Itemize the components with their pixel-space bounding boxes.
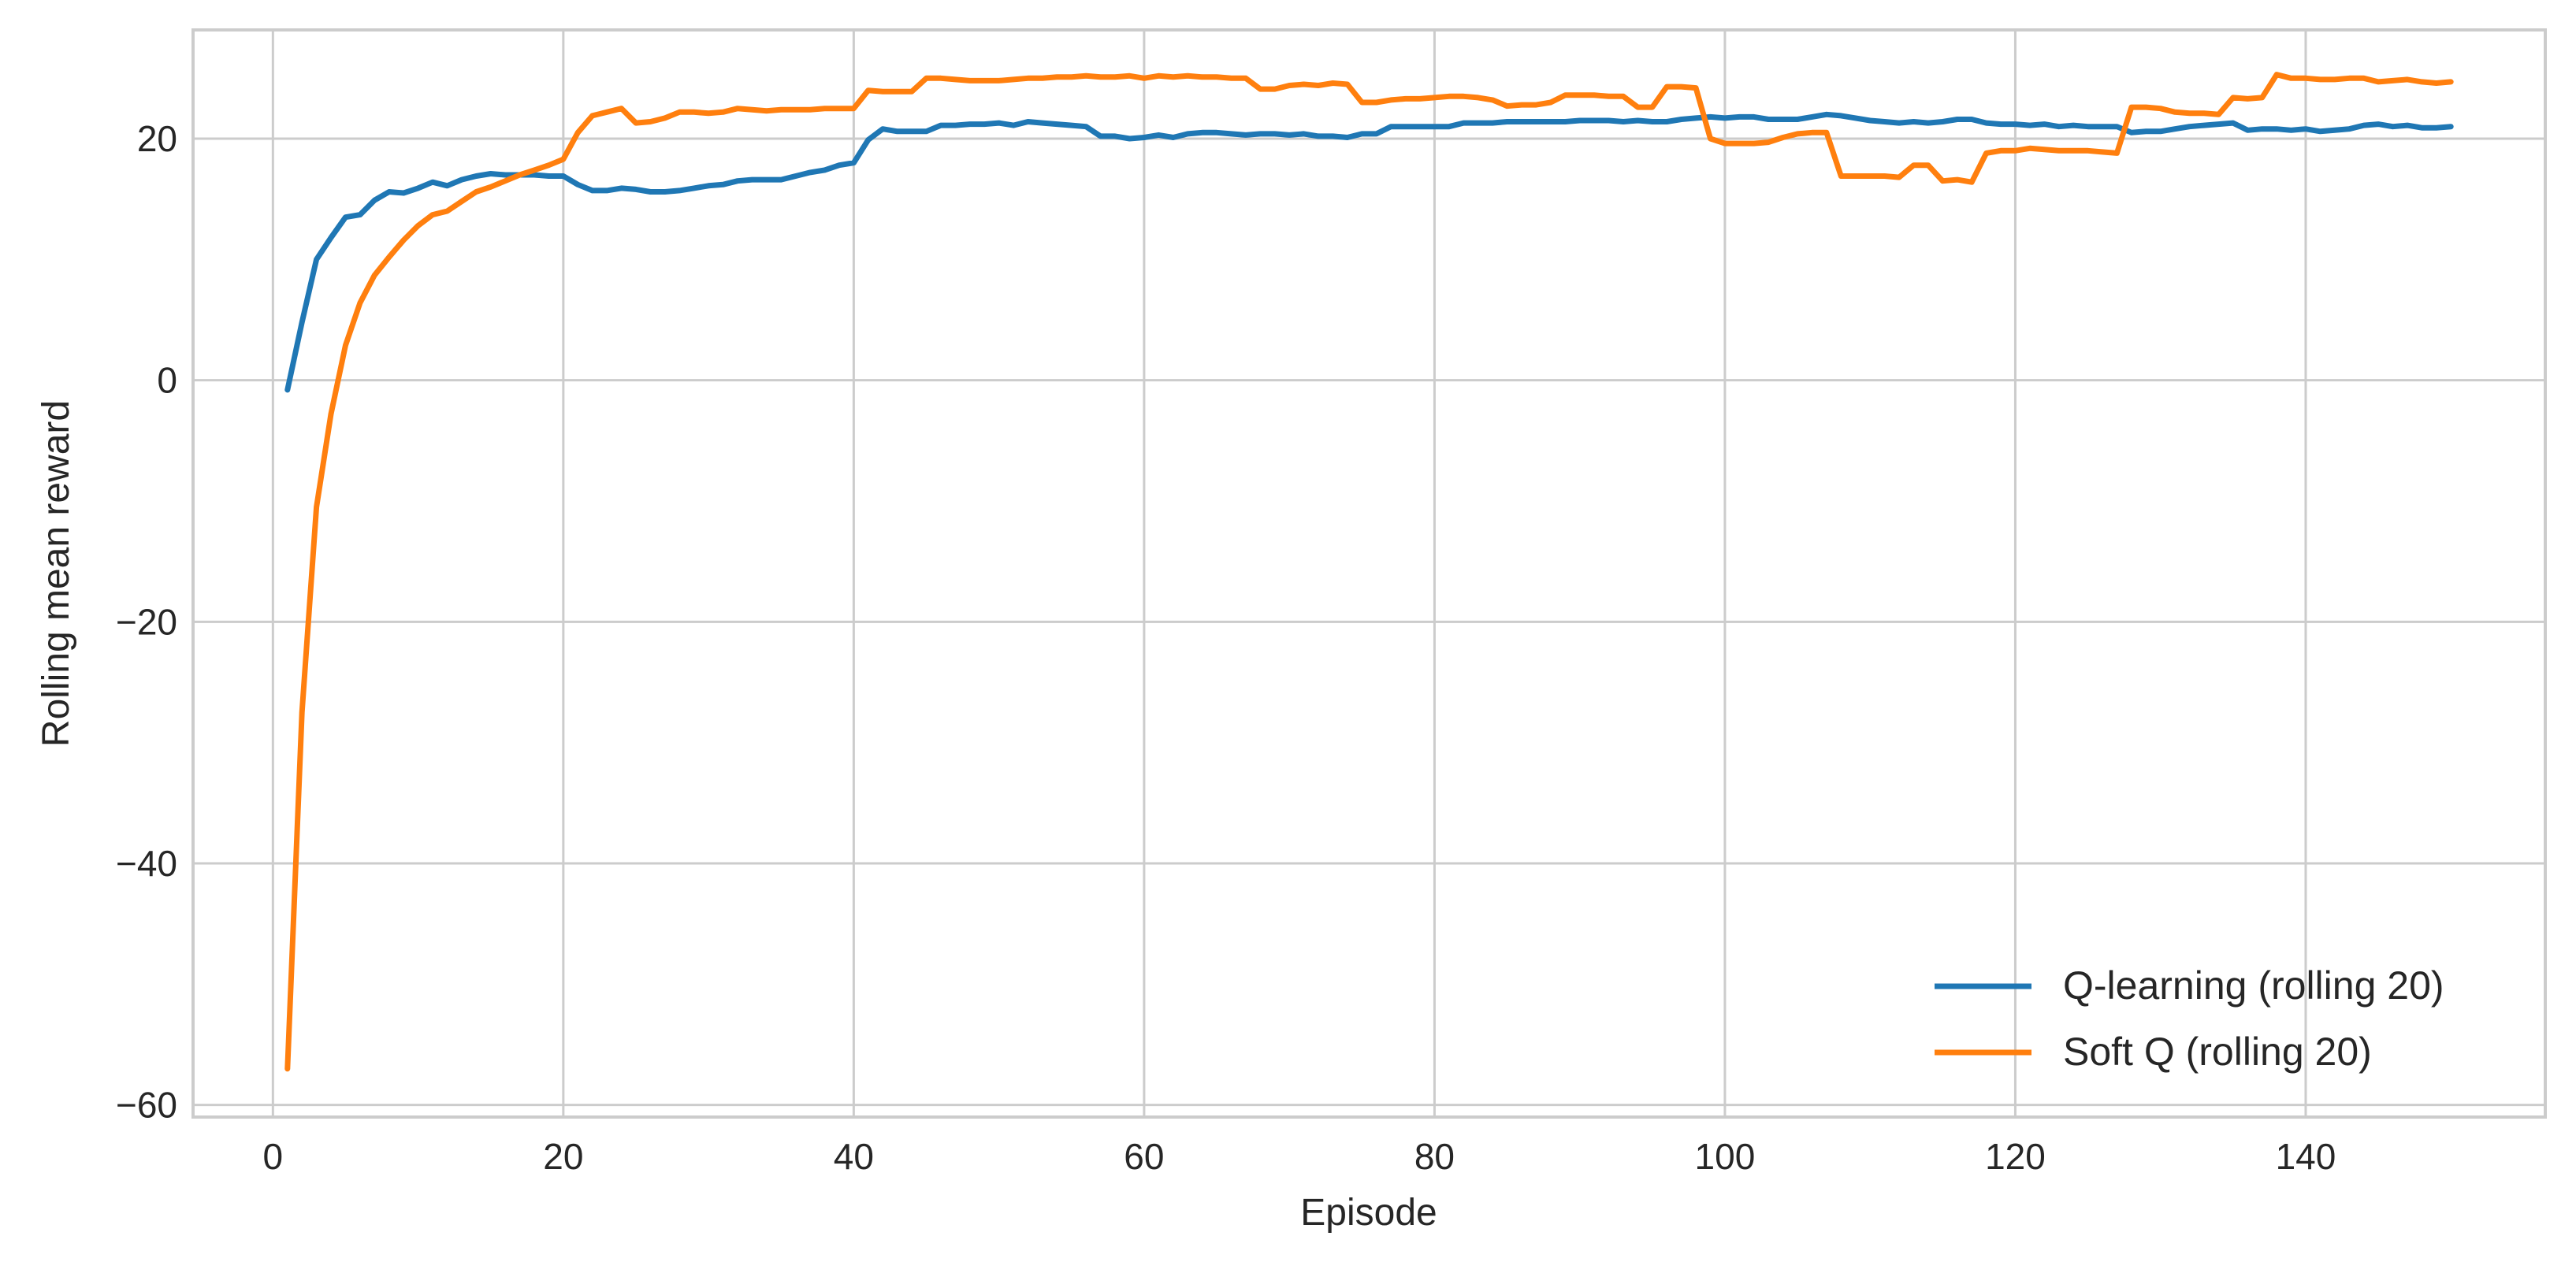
y-tick-label: −40 xyxy=(116,843,177,884)
legend-label-q-learning: Q-learning (rolling 20) xyxy=(2063,963,2444,1008)
plot-frame xyxy=(191,28,2547,1119)
x-tick-labels: 0 20 40 60 80 100 120 140 xyxy=(263,1136,2336,1177)
y-tick-labels: 20 0 −20 −40 −60 xyxy=(116,118,177,1126)
y-tick-label: −60 xyxy=(116,1085,177,1126)
x-tick-label: 140 xyxy=(2276,1136,2336,1177)
legend-label-soft-q: Soft Q (rolling 20) xyxy=(2063,1030,2372,1074)
grid-layer xyxy=(193,30,2545,1117)
x-tick-label: 0 xyxy=(263,1136,284,1177)
x-tick-label: 60 xyxy=(1124,1136,1164,1177)
y-tick-label: 20 xyxy=(137,118,177,159)
x-tick-label: 80 xyxy=(1414,1136,1455,1177)
x-tick-label: 20 xyxy=(543,1136,583,1177)
x-axis-label: Episode xyxy=(1300,1192,1437,1234)
y-tick-label: 0 xyxy=(157,360,177,401)
legend: Q-learning (rolling 20) Soft Q (rolling … xyxy=(1935,963,2444,1074)
x-tick-label: 100 xyxy=(1695,1136,1756,1177)
y-axis-label: Rolling mean reward xyxy=(35,400,77,747)
x-tick-label: 120 xyxy=(1985,1136,2046,1177)
series-layer xyxy=(284,72,2454,1072)
y-tick-label: −20 xyxy=(116,601,177,642)
series-line-soft-q xyxy=(284,72,2454,1072)
series-line-q-learning xyxy=(284,111,2454,393)
x-tick-label: 40 xyxy=(834,1136,874,1177)
